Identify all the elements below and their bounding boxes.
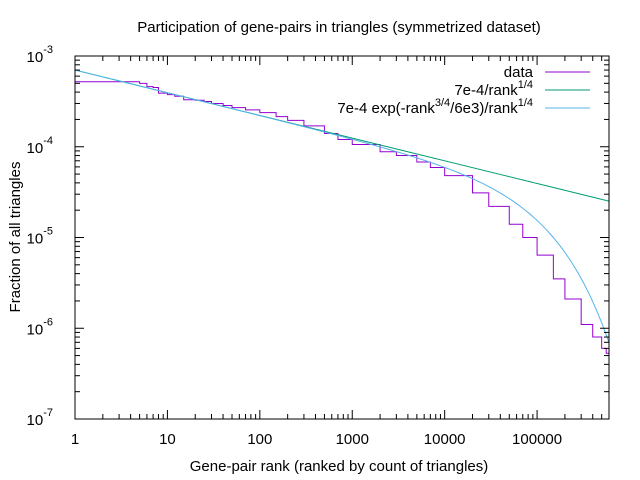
- legend-text-part: /6e3)/rank: [450, 100, 518, 117]
- x-tick-label: 1: [71, 431, 79, 448]
- legend-superscript: 3/4: [435, 97, 450, 109]
- y-tick-mantissa: 10: [27, 412, 44, 429]
- legend-text-part: data: [504, 64, 534, 81]
- chart-title: Participation of gene-pairs in triangles…: [137, 19, 541, 36]
- x-axis-label: Gene-pair rank (ranked by count of trian…: [190, 458, 488, 475]
- x-tick-label: 100000: [512, 431, 562, 448]
- legend-text-part: 7e-4/rank: [454, 82, 518, 99]
- y-tick-label: 10-3: [27, 44, 53, 66]
- y-tick-exponent: -6: [43, 316, 53, 328]
- axis-ticks: 1 10 100 1000 10000 10000010-710-610-510-410-…: [27, 44, 610, 448]
- series-line-1: [75, 81, 609, 354]
- series-line-3: [75, 69, 609, 343]
- y-tick-exponent: -5: [43, 226, 53, 238]
- y-tick-exponent: -4: [43, 135, 53, 147]
- y-tick-label: 10-7: [27, 407, 53, 429]
- y-tick-label: 10-4: [27, 135, 53, 157]
- legend-superscript: 1/4: [518, 79, 533, 91]
- y-tick-exponent: -7: [43, 407, 53, 419]
- x-tick-label: 10: [159, 431, 176, 448]
- y-tick-mantissa: 10: [27, 231, 44, 248]
- legend-superscript: 1/4: [518, 97, 533, 109]
- x-tick-label: 10000: [424, 431, 466, 448]
- legend-label-1: data: [504, 64, 534, 81]
- y-tick-mantissa: 10: [27, 321, 44, 338]
- x-tick-label: 1000: [336, 431, 369, 448]
- y-tick-label: 10-6: [27, 316, 53, 338]
- y-axis-label: Fraction of all triangles: [7, 162, 24, 313]
- plot-area: [75, 69, 609, 354]
- y-tick-exponent: -3: [43, 44, 53, 56]
- y-tick-mantissa: 10: [27, 49, 44, 66]
- y-tick-mantissa: 10: [27, 140, 44, 157]
- legend-label-3: 7e-4 exp(-rank3/4/6e3)/rank1/4: [337, 97, 533, 117]
- legend-text-part: 7e-4 exp(-rank: [337, 100, 435, 117]
- legend-label-2: 7e-4/rank1/4: [454, 79, 533, 99]
- y-tick-label: 10-5: [27, 226, 53, 248]
- x-tick-label: 100: [247, 431, 272, 448]
